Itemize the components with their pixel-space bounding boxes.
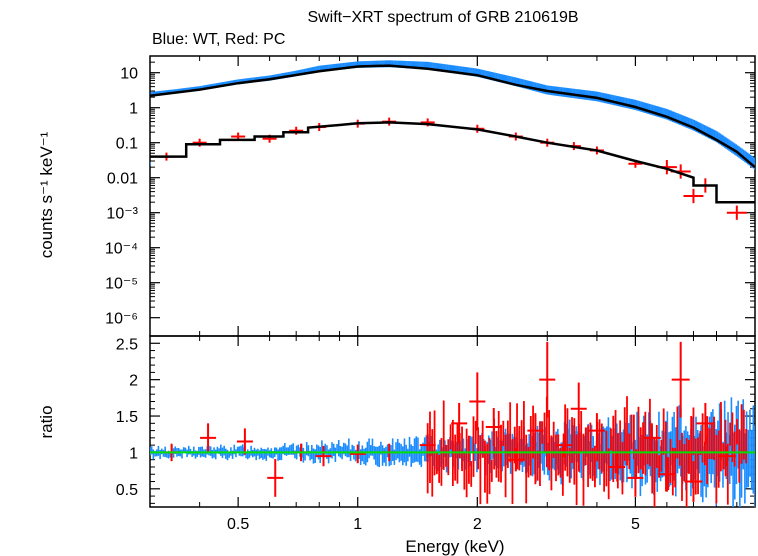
y-tick-label: 0.01 (107, 171, 138, 188)
ratio-y-tick-label: 2.5 (116, 336, 138, 353)
y-tick-label: 10 (120, 66, 138, 83)
ratio-y-tick-label: 0.5 (116, 482, 138, 499)
wt-model-line (150, 64, 755, 169)
ratio-y-tick-label: 1 (129, 445, 138, 462)
chart-subtitle: Blue: WT, Red: PC (152, 31, 285, 48)
x-tick-label: 1 (353, 516, 362, 533)
x-tick-label: 2 (473, 516, 482, 533)
spectrum-plot-area (150, 60, 755, 220)
y-tick-label: 10⁻⁴ (105, 241, 138, 258)
y-tick-label: 10⁻⁶ (105, 311, 138, 328)
y-tick-label: 1 (129, 101, 138, 118)
y-tick-label: 10⁻⁵ (105, 276, 138, 293)
chart-title: Swift−XRT spectrum of GRB 210619B (307, 9, 578, 26)
y-tick-label: 0.1 (116, 136, 138, 153)
x-tick-label: 5 (631, 516, 640, 533)
y-tick-label: 10⁻³ (106, 206, 138, 223)
x-tick-label: 0.5 (227, 516, 249, 533)
ratio-y-axis-label: ratio (37, 405, 56, 438)
ratio-frame (149, 335, 756, 508)
ratio-plot-area (150, 341, 755, 507)
spectrum-y-axis-label: counts s⁻¹ keV⁻¹ (37, 131, 56, 258)
x-axis-label: Energy (keV) (405, 537, 504, 556)
ratio-y-tick-label: 1.5 (116, 409, 138, 426)
pc-model-line (150, 121, 755, 204)
ratio-y-tick-label: 2 (129, 373, 138, 390)
